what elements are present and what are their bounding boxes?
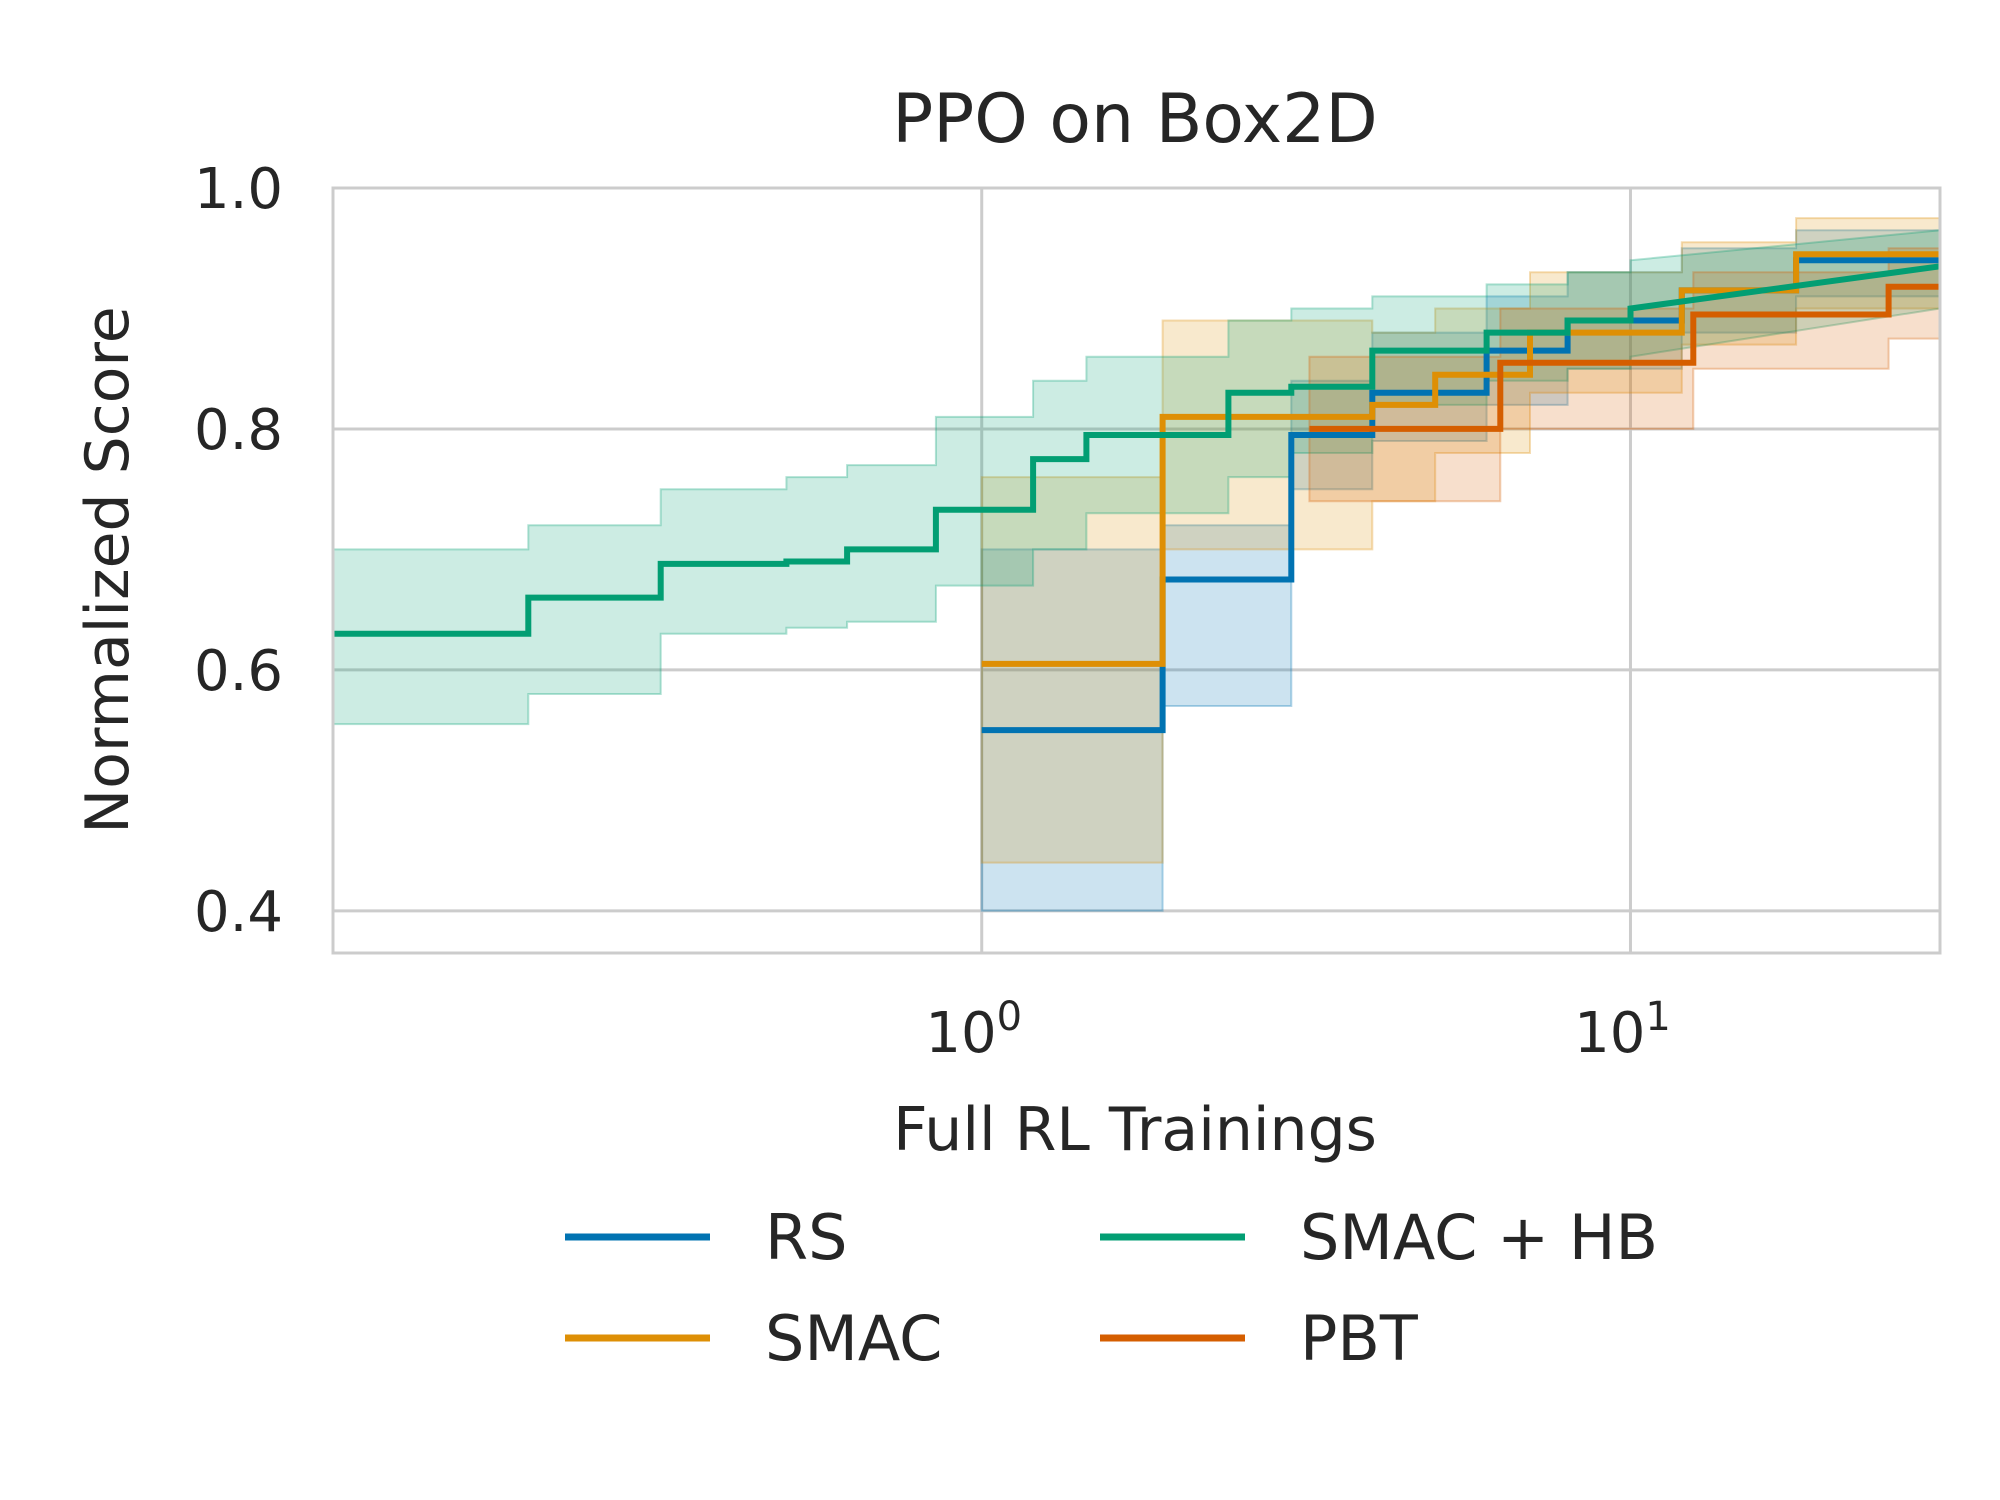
smac-hb-line [333,263,1941,637]
y-tick-label-0: 0.4 [194,880,283,945]
legend-label-smac-hb: SMAC + HB [1300,1201,1658,1274]
y-tick-label-2: 0.8 [194,398,283,463]
legend-label-pbt: PBT [1300,1302,1419,1375]
confidence-bands [332,217,1941,912]
x-tick-label-0: 100 [925,994,1022,1066]
legend-label-rs: RS [765,1201,847,1274]
legend: RS SMAC + HB SMAC PBT [565,1201,1658,1375]
y-tick-label-1: 0.6 [194,639,283,704]
y-tick-labels: 0.4 0.6 0.8 1.0 [194,157,283,945]
series-lines [333,251,1941,734]
plot-frame [331,186,1942,955]
pbt-line [1309,283,1940,432]
chart-title: PPO on Box2D [892,80,1378,159]
y-tick-label-3: 1.0 [194,157,283,222]
y-axis-label: Normalized Score [73,306,143,833]
x-tick-label-1: 101 [1574,994,1671,1066]
x-tick-labels: 100 101 [925,994,1670,1066]
x-axis-label: Full RL Trainings [893,1095,1377,1165]
legend-label-smac: SMAC [765,1302,942,1375]
